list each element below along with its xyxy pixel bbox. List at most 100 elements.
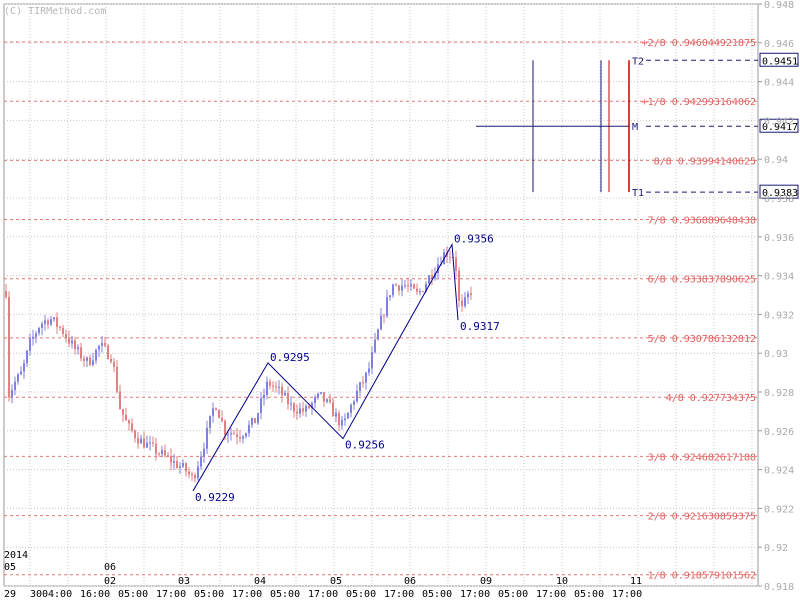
candle-body [173,460,175,463]
candle-body [332,402,334,417]
murrey-level-label: 1/8 0.918579101562 [648,571,756,582]
murrey-level-label: 2/8 0.921630859375 [648,512,756,523]
candle-body [53,317,55,320]
y-tick-label: 0.928 [764,388,794,399]
murrey-level-label: +2/8 0.946044921875 [642,38,756,49]
axes-layer: 0.948 0.946 0.944 0.942 0.94 0.938 0.936 0.934 0… [4,0,794,600]
murrey-levels-layer: +2/8 0.946044921875 +1/8 0.942993164062 8/… [4,38,758,582]
candle-body [455,257,457,271]
candle-body [464,297,466,307]
candle-body [380,315,382,330]
candle-body [107,345,109,359]
candle-body [410,284,412,287]
x-time-label: 05:00 [194,589,224,600]
candle-body [50,319,52,325]
candle-body [134,430,136,439]
candle-body [113,361,115,367]
candle-body [266,381,268,395]
y-tick-label: 0.944 [764,78,794,89]
candle-body [404,285,406,287]
y-tick-label: 0.922 [764,504,794,515]
target-value-label: 0.9417 [762,122,798,133]
x-time-label: 17:00 [384,589,414,600]
zigzag-line [192,242,459,492]
y-tick-label: 0.918 [764,582,794,593]
y-tick-label: 0.948 [764,0,794,11]
candle-body [230,433,232,435]
candle-body [419,291,421,293]
candle-body [47,320,49,325]
candle-body [74,340,76,350]
x-time-label: 05:00 [346,589,376,600]
candle-body [314,397,316,404]
candle-body [185,463,187,472]
y-tick-label: 0.924 [764,466,794,477]
candle-body [368,368,370,373]
candle-body [284,392,286,396]
x-time-label: 17:00 [156,589,186,600]
candle-body [278,386,280,388]
candle-body [164,450,166,456]
candle-body [227,434,229,436]
candle-body [77,347,79,350]
zigzag-point-label: 0.9256 [345,439,385,452]
candle-body [152,442,154,444]
candle-body [386,297,388,317]
y-tick-label: 0.946 [764,39,794,50]
candle-body [248,424,250,434]
x-date-label: 10 [556,576,568,587]
target-value-box [759,118,799,133]
candle-body [311,403,313,409]
x-date-label: 05 [330,576,342,587]
y-tick-label: 0.932 [764,310,794,321]
candle-body [416,288,418,292]
x-date-header: 06 [104,562,116,573]
candle-body [176,460,178,468]
candle-body [245,433,247,437]
candle-body [458,270,460,301]
x-time-label: 29 [4,589,16,600]
candle-body [320,392,322,394]
target-name-label: T1 [632,188,644,199]
candle-body [302,408,304,412]
candle-body [23,363,25,372]
zigzag-point-label: 0.9317 [460,320,500,333]
candle-body [344,418,346,421]
candle-body [329,399,331,403]
candle-body [11,390,13,398]
candle-body [137,438,139,444]
candle-body [236,434,238,438]
target-value-label: 0.9383 [762,188,798,199]
x-time-label: 17:00 [536,589,566,600]
candle-body [197,466,199,479]
candle-body [293,403,295,412]
candle-body [20,371,22,375]
candle-body [155,443,157,454]
x-time-label: 04:00 [42,589,72,600]
x-time-label: 17:00 [612,589,642,600]
candle-body [146,442,148,448]
x-date-header: 05 [4,562,16,573]
candle-body [467,293,469,298]
x-date-label: 11 [630,576,642,587]
candle-body [428,275,430,284]
murrey-level-label: 4/8 0.927734375 [666,393,756,404]
candle-body [110,358,112,362]
candle-body [269,381,271,386]
zigzag-point-label: 0.9356 [454,233,494,246]
candle-body [398,285,400,291]
candle-body [431,275,433,279]
candle-body [86,357,88,361]
candle-body [80,347,82,359]
candle-body [221,417,223,421]
candle-body [209,415,211,428]
candle-body [272,385,274,387]
target-name-label: T2 [632,56,644,67]
x-date-label: 09 [480,576,492,587]
candle-body [14,381,16,391]
x-time-label: 05:00 [118,589,148,600]
candle-body [191,474,193,476]
candle-body [44,320,46,324]
candle-body [5,291,7,297]
